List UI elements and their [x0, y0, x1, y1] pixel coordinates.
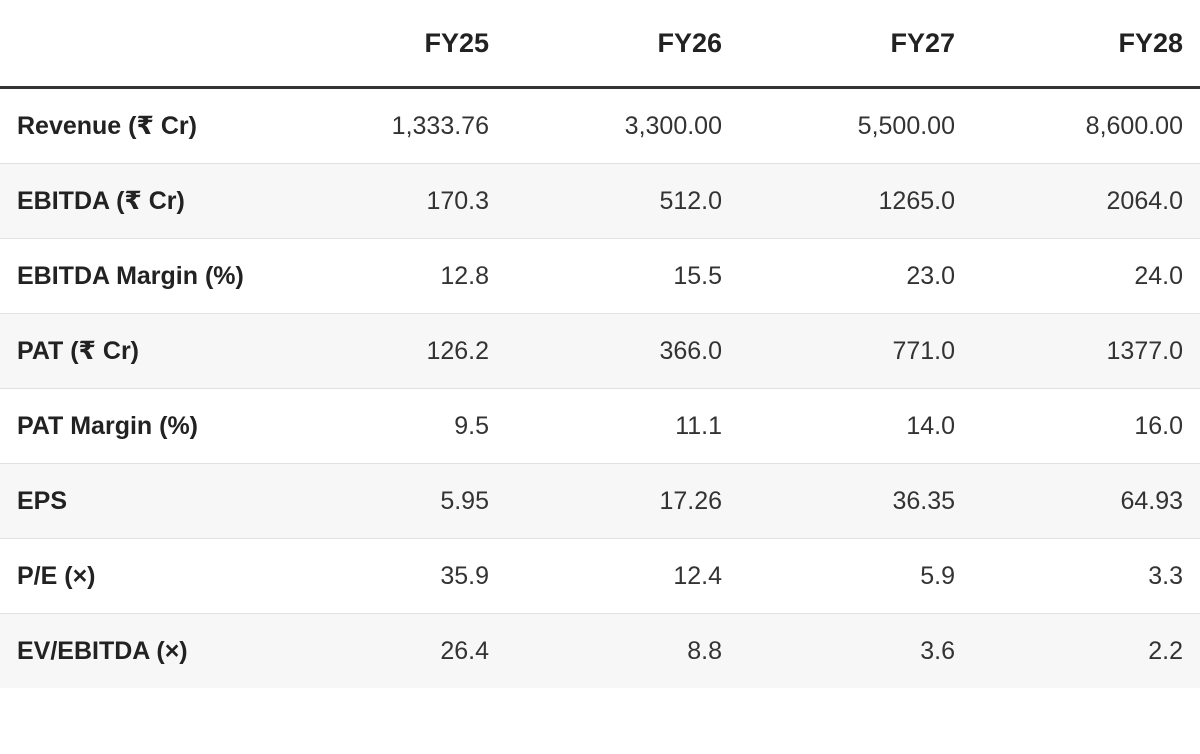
table-row: EBITDA (₹ Cr) 170.3 512.0 1265.0 2064.0: [0, 163, 1200, 239]
cell: 8.8: [506, 613, 739, 688]
row-label: P/E (×): [0, 538, 273, 614]
row-label: EPS: [0, 463, 273, 539]
table-row: PAT Margin (%) 9.5 11.1 14.0 16.0: [0, 388, 1200, 464]
cell: 17.26: [506, 463, 739, 539]
cell: 16.0: [972, 388, 1200, 464]
cell: 1,333.76: [273, 87, 506, 164]
cell: 8,600.00: [972, 87, 1200, 164]
row-label: PAT (₹ Cr): [0, 313, 273, 389]
cell: 1377.0: [972, 313, 1200, 389]
cell: 2064.0: [972, 163, 1200, 239]
cell: 11.1: [506, 388, 739, 464]
cell: 23.0: [739, 238, 972, 314]
cell: 15.5: [506, 238, 739, 314]
table-row: P/E (×) 35.9 12.4 5.9 3.3: [0, 538, 1200, 614]
cell: 366.0: [506, 313, 739, 389]
financial-table: FY25 FY26 FY27 FY28 Revenue (₹ Cr) 1,333.76 3…: [0, 0, 1200, 688]
cell: 512.0: [506, 163, 739, 239]
cell: 9.5: [273, 388, 506, 464]
corner-cell: [0, 0, 273, 89]
table-body: Revenue (₹ Cr) 1,333.76 3,300.00 5,500.00 8,…: [0, 87, 1200, 688]
cell: 5,500.00: [739, 87, 972, 164]
column-header: FY26: [506, 0, 739, 89]
row-label: Revenue (₹ Cr): [0, 87, 273, 164]
cell: 3.3: [972, 538, 1200, 614]
cell: 3,300.00: [506, 87, 739, 164]
cell: 126.2: [273, 313, 506, 389]
header-row: FY25 FY26 FY27 FY28: [0, 0, 1200, 89]
row-label: EBITDA (₹ Cr): [0, 163, 273, 239]
cell: 12.4: [506, 538, 739, 614]
row-label: EBITDA Margin (%): [0, 238, 273, 314]
column-header: FY27: [739, 0, 972, 89]
cell: 170.3: [273, 163, 506, 239]
cell: 35.9: [273, 538, 506, 614]
cell: 36.35: [739, 463, 972, 539]
table-row: Revenue (₹ Cr) 1,333.76 3,300.00 5,500.00 8,…: [0, 87, 1200, 164]
cell: 1265.0: [739, 163, 972, 239]
cell: 24.0: [972, 238, 1200, 314]
cell: 771.0: [739, 313, 972, 389]
cell: 2.2: [972, 613, 1200, 688]
cell: 12.8: [273, 238, 506, 314]
table-row: EBITDA Margin (%) 12.8 15.5 23.0 24.0: [0, 238, 1200, 314]
cell: 64.93: [972, 463, 1200, 539]
table-row: EPS 5.95 17.26 36.35 64.93: [0, 463, 1200, 539]
row-label: PAT Margin (%): [0, 388, 273, 464]
column-header: FY25: [273, 0, 506, 89]
cell: 26.4: [273, 613, 506, 688]
cell: 5.95: [273, 463, 506, 539]
cell: 3.6: [739, 613, 972, 688]
row-label: EV/EBITDA (×): [0, 613, 273, 688]
column-header: FY28: [972, 0, 1200, 89]
table-row: EV/EBITDA (×) 26.4 8.8 3.6 2.2: [0, 613, 1200, 688]
table-row: PAT (₹ Cr) 126.2 366.0 771.0 1377.0: [0, 313, 1200, 389]
cell: 5.9: [739, 538, 972, 614]
cell: 14.0: [739, 388, 972, 464]
